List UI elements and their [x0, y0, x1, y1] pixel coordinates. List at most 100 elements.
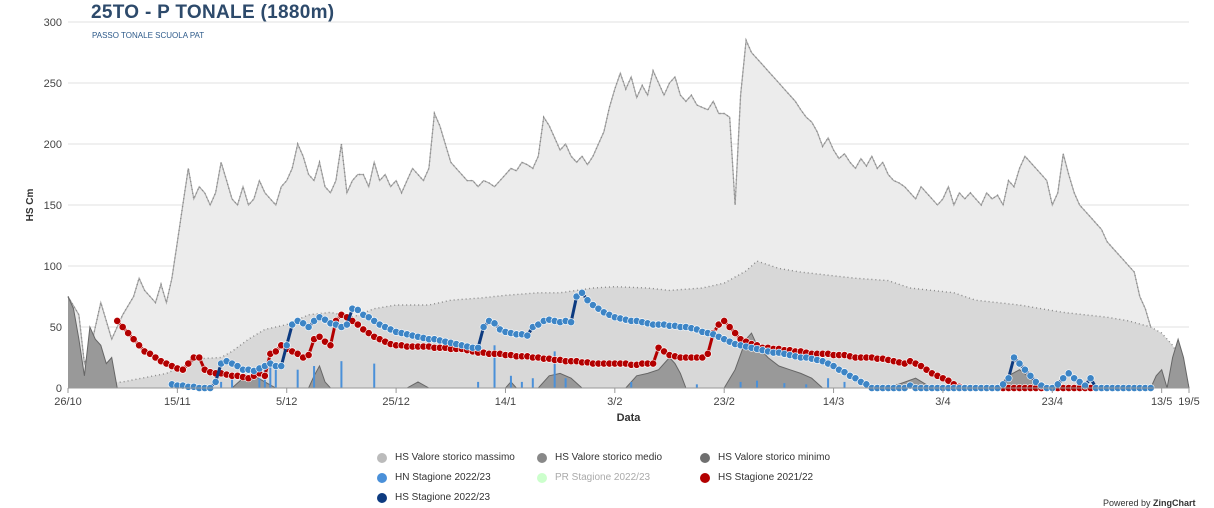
data-point — [288, 320, 297, 329]
data-point — [135, 341, 143, 350]
data-point — [277, 362, 286, 370]
data-point — [184, 359, 193, 368]
legend-item-hs-min[interactable]: HS Valore storico minimo — [700, 452, 830, 463]
y-tick-label: 300 — [44, 17, 62, 29]
legend-dot — [700, 472, 710, 483]
legend-label: HS Stagione 2022/23 — [395, 492, 491, 503]
hn-bar — [477, 381, 480, 388]
data-point — [353, 306, 362, 314]
hn-bar — [531, 378, 534, 388]
data-point — [578, 288, 586, 297]
data-point — [703, 349, 712, 358]
x-tick-label: 5/12 — [276, 396, 297, 408]
hn-bar — [630, 381, 633, 388]
data-point — [572, 292, 581, 301]
hn-bar — [695, 384, 698, 388]
data-point — [304, 323, 313, 331]
data-point — [523, 331, 532, 340]
y-axis-title: HS Cm — [25, 189, 36, 222]
data-point — [922, 365, 931, 374]
x-tick-label: 15/11 — [164, 396, 191, 408]
hn-bar — [756, 380, 759, 388]
data-point — [129, 335, 138, 344]
data-point — [649, 359, 658, 368]
legend-item-hs-2021-22[interactable]: HS Stagione 2021/22 — [700, 472, 813, 483]
y-tick-label: 150 — [44, 200, 62, 212]
x-tick-label: 3/4 — [935, 396, 950, 408]
data-point — [567, 318, 575, 327]
hn-bar — [805, 384, 808, 388]
hn-bar — [269, 363, 272, 388]
data-point — [720, 316, 729, 325]
legend-dot — [377, 452, 387, 463]
data-point — [1026, 371, 1035, 380]
data-point — [1086, 374, 1095, 383]
legend-item-hs-max[interactable]: HS Valore storico massimo — [377, 452, 515, 463]
x-tick-label: 19/5 — [1178, 396, 1199, 408]
hn-bar — [340, 361, 343, 388]
x-tick-label: 14/3 — [823, 396, 844, 408]
data-point — [1059, 374, 1068, 383]
powered-by[interactable]: Powered by ZingChart — [1103, 498, 1196, 508]
data-point — [1031, 377, 1040, 386]
data-point — [1070, 374, 1079, 383]
data-point — [917, 362, 925, 370]
data-point — [271, 347, 280, 356]
data-point — [999, 380, 1007, 389]
data-point — [1064, 369, 1073, 378]
hn-bar — [520, 381, 523, 388]
y-tick-label: 250 — [44, 78, 62, 90]
data-point — [353, 320, 362, 329]
data-point — [1075, 377, 1084, 386]
legend-label: PR Stagione 2022/23 — [555, 472, 651, 483]
legend-item-hs-2022-23[interactable]: HS Stagione 2022/23 — [377, 492, 490, 503]
data-point — [118, 323, 127, 331]
powered-by-text: Powered by — [1103, 498, 1151, 508]
hn-bar — [509, 375, 512, 388]
data-point — [654, 343, 663, 352]
data-point — [534, 320, 543, 329]
data-point — [1081, 381, 1090, 390]
data-point — [364, 329, 373, 337]
hn-bar — [783, 383, 786, 388]
hn-bar — [493, 345, 496, 388]
hn-bar — [231, 375, 234, 388]
data-point — [124, 329, 133, 337]
legend-dot — [537, 452, 547, 463]
legend-dot — [377, 492, 387, 503]
data-point — [178, 365, 187, 374]
data-point — [211, 377, 220, 386]
hn-bar — [258, 378, 261, 388]
hn-bar — [564, 378, 567, 388]
x-tick-label: 13/5 — [1151, 396, 1172, 408]
hn-bar — [827, 378, 830, 388]
data-point — [293, 349, 302, 358]
legend-item-hs-medio[interactable]: HS Valore storico medio — [537, 452, 662, 463]
data-point — [594, 304, 603, 313]
data-point — [1015, 359, 1024, 368]
legend-dot — [377, 472, 387, 483]
data-point — [840, 368, 849, 377]
hn-bar — [843, 381, 846, 388]
hn-bar — [739, 381, 742, 388]
y-tick-label: 0 — [56, 383, 62, 395]
x-tick-label: 14/1 — [495, 396, 516, 408]
data-point — [1010, 353, 1018, 362]
area-hs-medio — [68, 261, 1189, 388]
data-point — [364, 313, 373, 322]
y-tick-label: 100 — [44, 261, 62, 273]
data-point — [260, 371, 269, 380]
legend-item-pr-2022-23[interactable]: PR Stagione 2022/23 — [537, 472, 650, 483]
data-point — [146, 349, 154, 358]
data-point — [113, 316, 122, 325]
y-tick-label: 200 — [44, 139, 62, 151]
hn-bar — [373, 363, 376, 388]
data-point — [698, 353, 707, 362]
x-axis-title: Data — [617, 412, 642, 424]
data-point — [342, 320, 351, 329]
data-point — [725, 323, 734, 331]
legend-item-hn-2022-23[interactable]: HN Stagione 2022/23 — [377, 472, 491, 483]
legend-label: HS Valore storico medio — [555, 452, 663, 463]
x-tick-label: 3/2 — [607, 396, 622, 408]
x-tick-label: 23/4 — [1042, 396, 1063, 408]
